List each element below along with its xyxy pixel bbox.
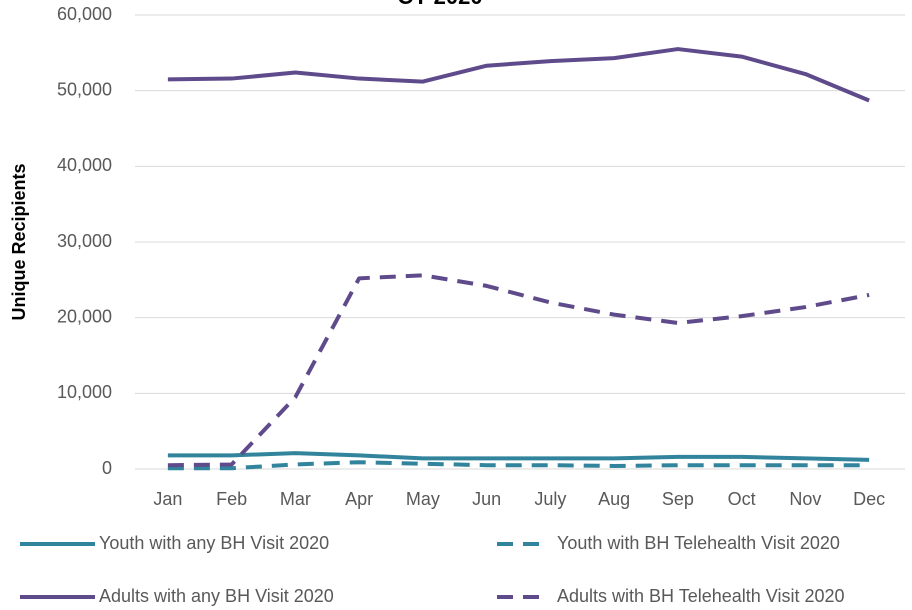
y-tick-label: 30,000 [57,231,112,251]
series-line [167,460,870,471]
x-tick-label: Sep [662,489,694,509]
legend-label: Youth with BH Telehealth Visit 2020 [557,533,840,553]
x-tick-label: Aug [598,489,630,509]
x-tick-label: Jun [472,489,501,509]
x-tick-label: Dec [853,489,885,509]
series-line [167,273,870,468]
y-tick-label: 10,000 [57,382,112,402]
x-tick-label: Nov [789,489,821,509]
y-tick-label: 40,000 [57,155,112,175]
x-tick-label: Jan [153,489,182,509]
y-tick-label: 0 [102,458,112,478]
x-tick-label: Mar [280,489,311,509]
legend-label: Youth with any BH Visit 2020 [99,533,329,553]
series-line [167,451,870,462]
y-tick-label: 50,000 [57,79,112,99]
x-tick-label: Feb [216,489,247,509]
x-tick-label: May [406,489,440,509]
x-tick-label: July [534,489,566,509]
y-tick-label: 60,000 [57,4,112,24]
x-tick-label: Oct [728,489,756,509]
chart-title: CY 2020 [397,0,482,9]
y-tick-label: 20,000 [57,306,112,326]
legend-label: Adults with BH Telehealth Visit 2020 [557,586,845,606]
legend-label: Adults with any BH Visit 2020 [99,586,334,606]
x-tick-label: Apr [345,489,373,509]
series-line [167,47,870,103]
y-axis-title: Unique Recipients [9,163,29,320]
